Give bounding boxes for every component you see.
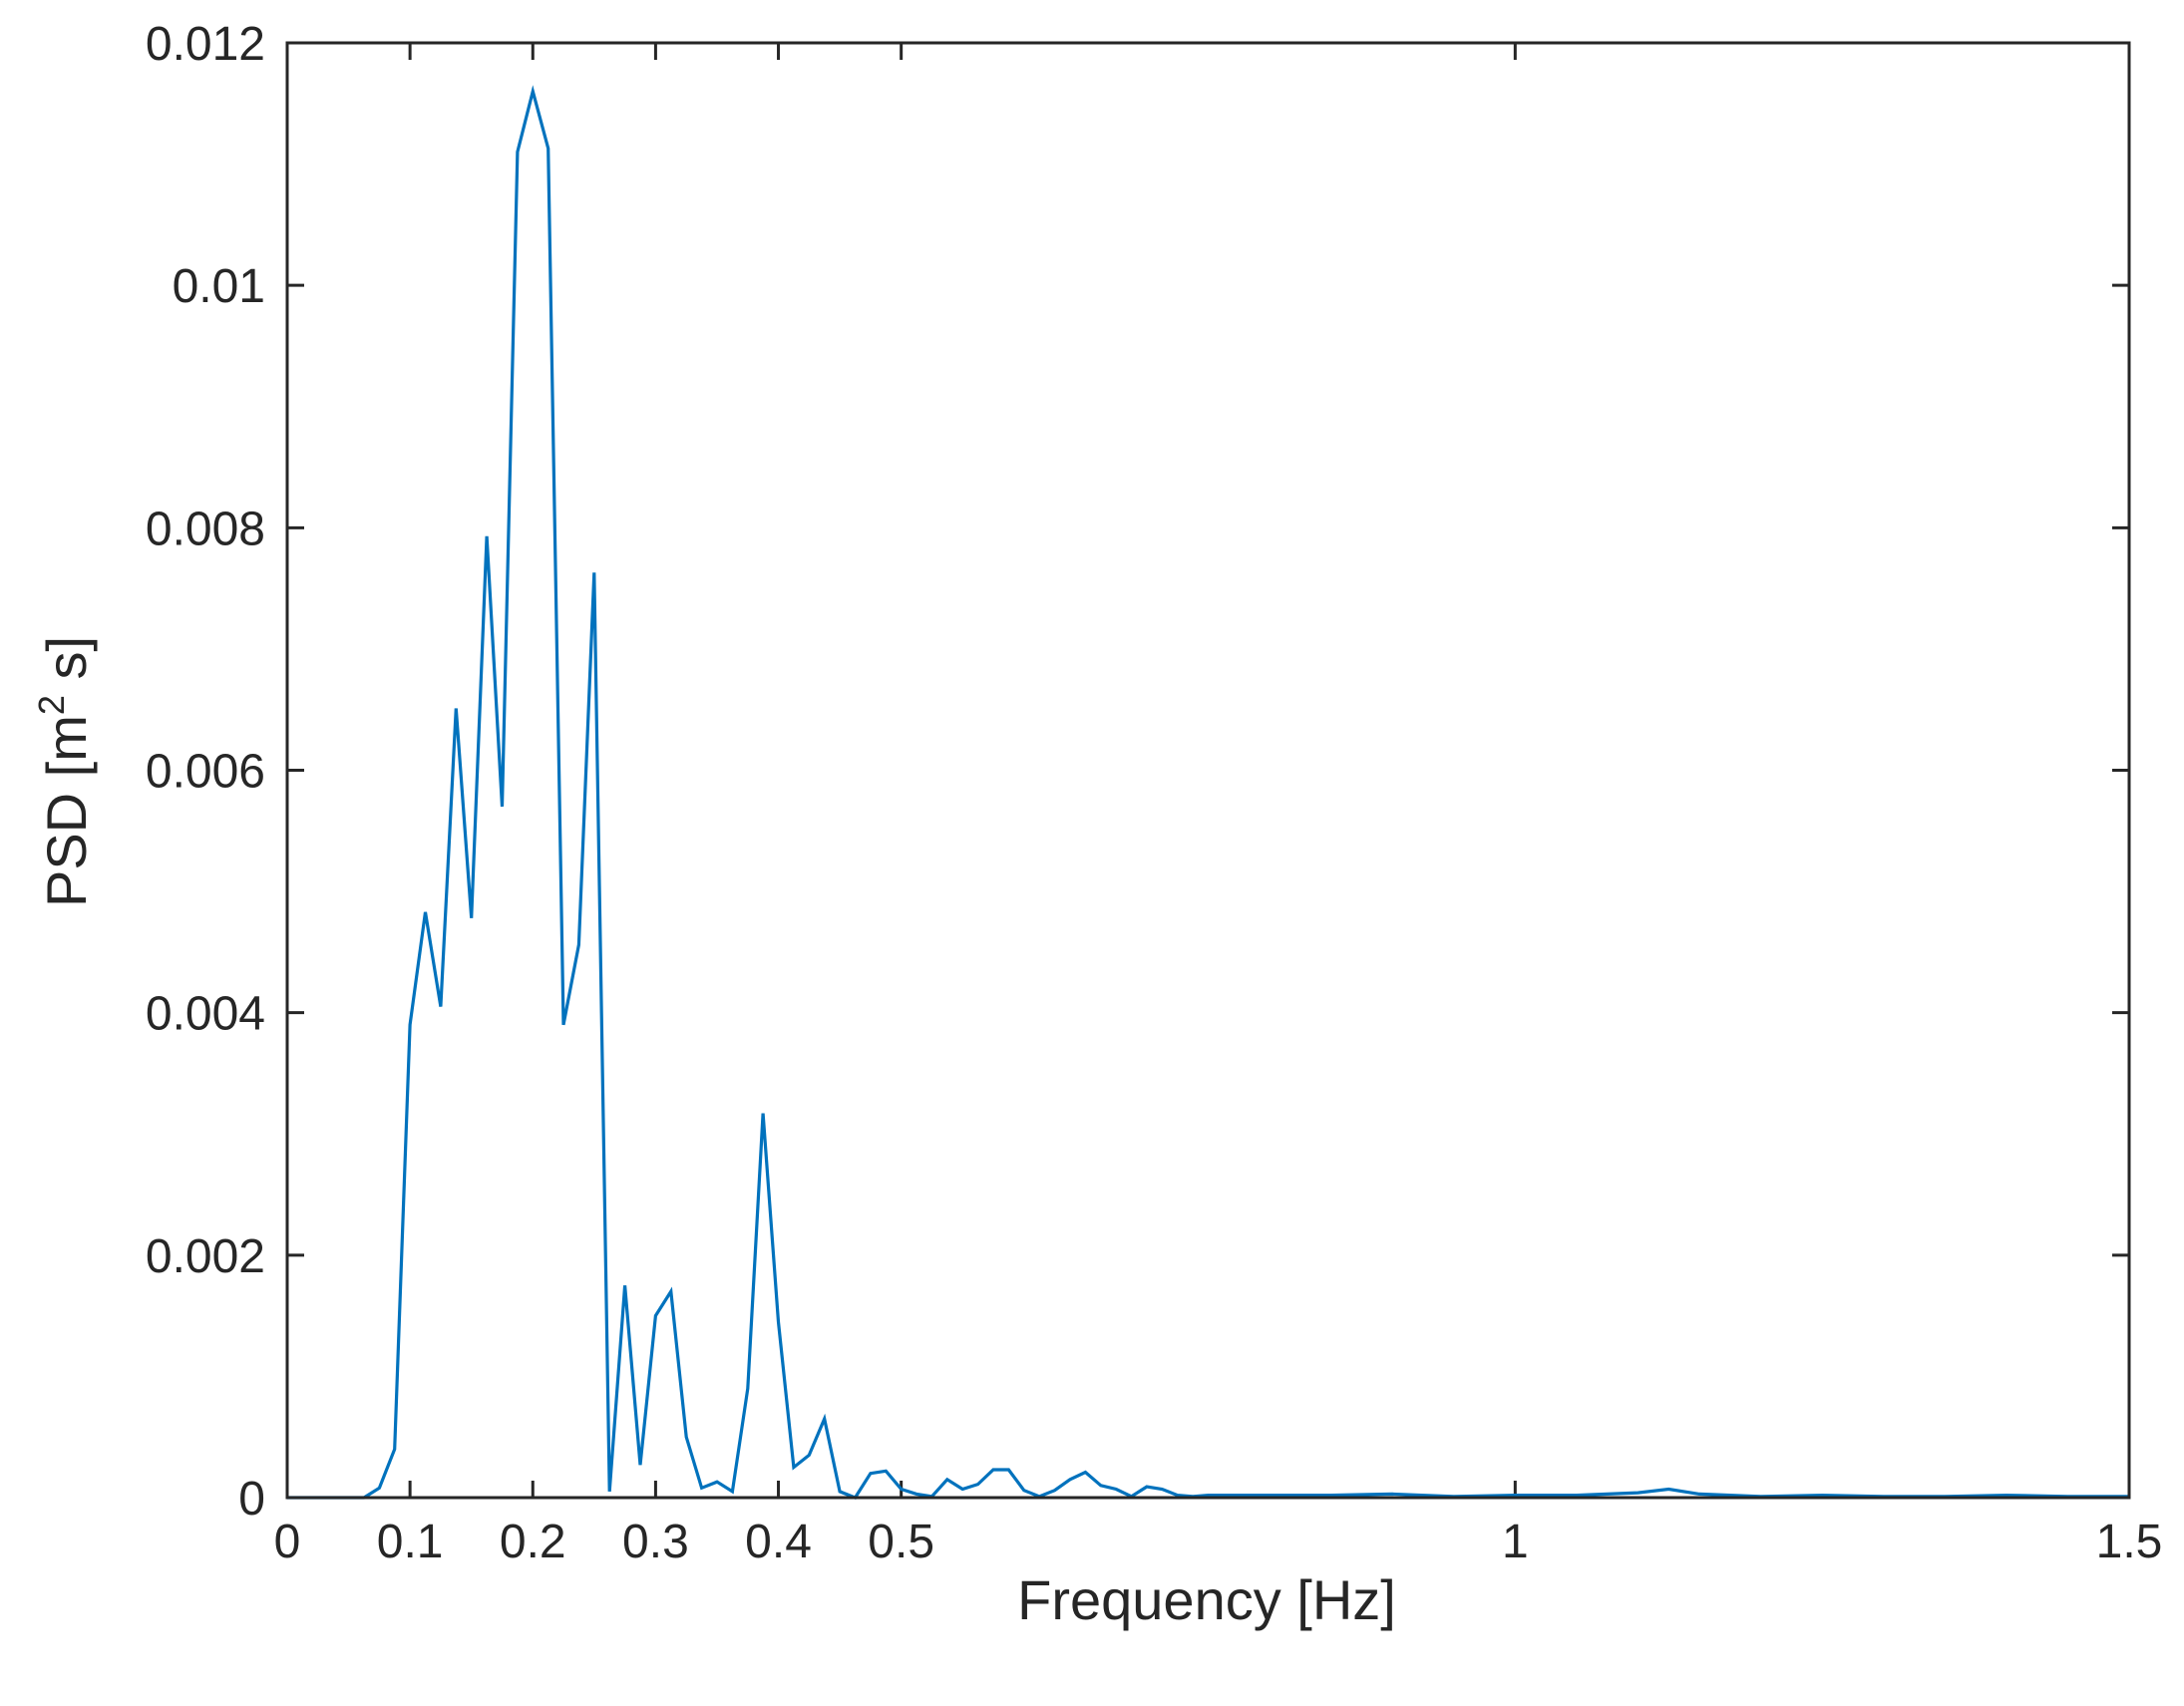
y-tick-label: 0	[238, 1473, 265, 1526]
x-tick-label: 0.3	[622, 1516, 689, 1568]
frame-layer	[285, 41, 2131, 1500]
y-tick-label: 0.01	[173, 260, 265, 313]
y-tick-label: 0.006	[146, 746, 265, 799]
series-layer	[287, 85, 2129, 1500]
x-tick-label: 1	[1502, 1516, 1529, 1568]
plot-frame	[285, 41, 2131, 1500]
x-tick-label: 0.4	[745, 1516, 812, 1568]
psd-series-line	[287, 85, 2129, 1500]
x-tick-label: 0.2	[500, 1516, 566, 1568]
y-axis-label-superscript: 2	[31, 695, 72, 715]
y-axis-label-main: PSD [m	[35, 715, 98, 907]
y-tick-label: 0.002	[146, 1230, 265, 1283]
y-axis-label-tail: s]	[35, 636, 98, 695]
x-tick-label: 0.5	[868, 1516, 934, 1568]
y-axis-label: PSD [m2 s]	[31, 636, 98, 907]
y-tick-label: 0.004	[146, 988, 265, 1041]
x-axis-label: Frequency [Hz]	[1017, 1568, 1396, 1631]
x-tick-label: 0.1	[377, 1516, 444, 1568]
y-tick-label: 0.012	[146, 18, 265, 71]
x-tick-label: 0	[274, 1516, 301, 1568]
x-tick-label: 1.5	[2096, 1516, 2163, 1568]
y-tick-label: 0.008	[146, 503, 265, 555]
axes-layer: 0 0.1 0.2 0.3 0.4 0.5 1 1.5 0 0.002 0.004 0.006 0.00…	[146, 18, 2162, 1568]
